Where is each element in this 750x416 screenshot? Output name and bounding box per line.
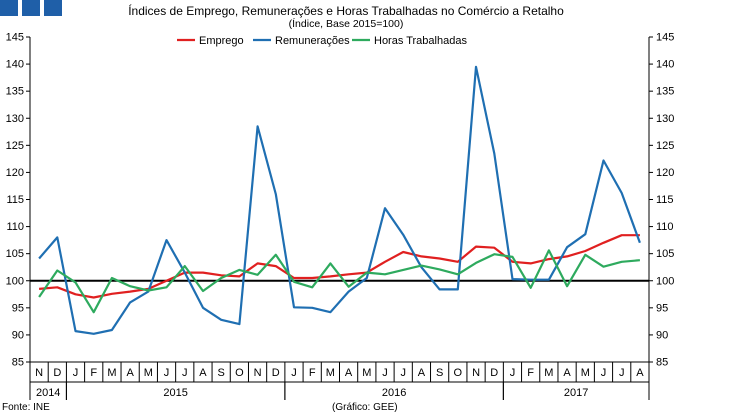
y-tick-label-left: 130	[6, 113, 24, 125]
x-tick-label-month: J	[601, 367, 607, 379]
x-tick-label-month: M	[544, 367, 553, 379]
y-tick-label-left: 145	[6, 32, 24, 44]
x-tick-label-month: F	[90, 367, 97, 379]
chart-title: Índices de Emprego, Remunerações e Horas…	[128, 3, 564, 18]
y-tick-label-left: 140	[6, 59, 24, 71]
y-tick-label-left: 95	[12, 302, 24, 314]
chart-subtitle: (Índice, Base 2015=100)	[289, 17, 404, 30]
credit-note: (Gráfico: GEE)	[332, 402, 398, 413]
x-tick-label-month: M	[326, 367, 335, 379]
x-tick-label-month: A	[418, 367, 426, 379]
x-tick-label-month: F	[527, 367, 534, 379]
x-tick-label-month: F	[309, 367, 316, 379]
x-tick-label-month: J	[164, 367, 170, 379]
legend: Emprego Remunerações Horas Trabalhadas	[177, 35, 467, 47]
x-tick-label-month: A	[199, 367, 207, 379]
ine-logo	[0, 0, 62, 16]
source-note: Fonte: INE	[2, 402, 50, 413]
y-tick-label-right: 90	[656, 329, 668, 341]
y-tick-label-left: 125	[6, 140, 24, 152]
x-tick-label-month: O	[454, 367, 463, 379]
series-line-remunera-es	[38, 65, 641, 335]
x-tick-label-month: M	[144, 367, 153, 379]
y-tick-label-right: 110	[656, 221, 674, 233]
y-tick-label-right: 130	[656, 113, 674, 125]
x-tick-label-month: D	[53, 367, 61, 379]
y-tick-label-right: 135	[656, 86, 674, 98]
x-tick-label-month: N	[35, 367, 43, 379]
x-tick-label-month: M	[107, 367, 116, 379]
y-tick-label-left: 90	[12, 329, 24, 341]
y-tick-label-right: 105	[656, 248, 674, 260]
y-tick-label-left: 100	[6, 275, 24, 287]
x-tick-label-month: A	[636, 367, 644, 379]
x-tick-label-month: M	[581, 367, 590, 379]
legend-label: Remunerações	[275, 35, 350, 47]
x-tick-label-month: A	[345, 367, 353, 379]
x-tick-label-month: J	[510, 367, 516, 379]
x-tick-label-month: A	[563, 367, 571, 379]
x-tick-label-month: J	[382, 367, 388, 379]
x-tick-label-month: S	[217, 367, 224, 379]
y-tick-label-right: 120	[656, 167, 674, 179]
x-tick-label-year: 2014	[36, 387, 60, 399]
x-tick-label-month: J	[619, 367, 625, 379]
y-tick-label-right: 145	[656, 32, 674, 44]
x-tick-label-month: D	[272, 367, 280, 379]
y-tick-label-right: 125	[656, 140, 674, 152]
series-line-horas-trabalhadas	[38, 249, 640, 314]
y-tick-label-left: 120	[6, 167, 24, 179]
series-line-emprego	[39, 234, 640, 299]
y-tick-label-left: 110	[6, 221, 24, 233]
plot-area: 85 85 90 90 95 95 100 100 105 105 110 110 115 115 120 1…	[6, 32, 674, 400]
y-tick-label-right: 100	[656, 275, 674, 287]
y-tick-label-right: 115	[656, 194, 674, 206]
y-tick-label-left: 85	[12, 357, 24, 369]
x-tick-label-month: J	[291, 367, 297, 379]
x-tick-label-year: 2017	[564, 387, 588, 399]
logo-square	[44, 0, 62, 16]
x-tick-label-month: D	[490, 367, 498, 379]
y-tick-label-left: 135	[6, 86, 24, 98]
x-tick-label-month: N	[472, 367, 480, 379]
legend-label: Horas Trabalhadas	[374, 35, 467, 47]
logo-square	[22, 0, 40, 16]
x-tick-label-month: S	[436, 367, 443, 379]
x-tick-label-month: A	[126, 367, 134, 379]
y-tick-label-right: 85	[656, 357, 668, 369]
y-tick-label-right: 95	[656, 302, 668, 314]
x-tick-label-month: J	[400, 367, 406, 379]
logo-square	[0, 0, 18, 16]
x-tick-label-year: 2015	[163, 387, 187, 399]
y-tick-label-left: 115	[6, 194, 24, 206]
x-tick-label-month: J	[73, 367, 79, 379]
legend-label: Emprego	[199, 35, 244, 47]
x-tick-label-month: M	[362, 367, 371, 379]
x-tick-label-month: N	[254, 367, 262, 379]
y-tick-label-left: 105	[6, 248, 24, 260]
x-tick-label-year: 2016	[382, 387, 406, 399]
x-tick-label-month: J	[182, 367, 188, 379]
y-tick-label-right: 140	[656, 59, 674, 71]
x-tick-label-month: O	[235, 367, 244, 379]
